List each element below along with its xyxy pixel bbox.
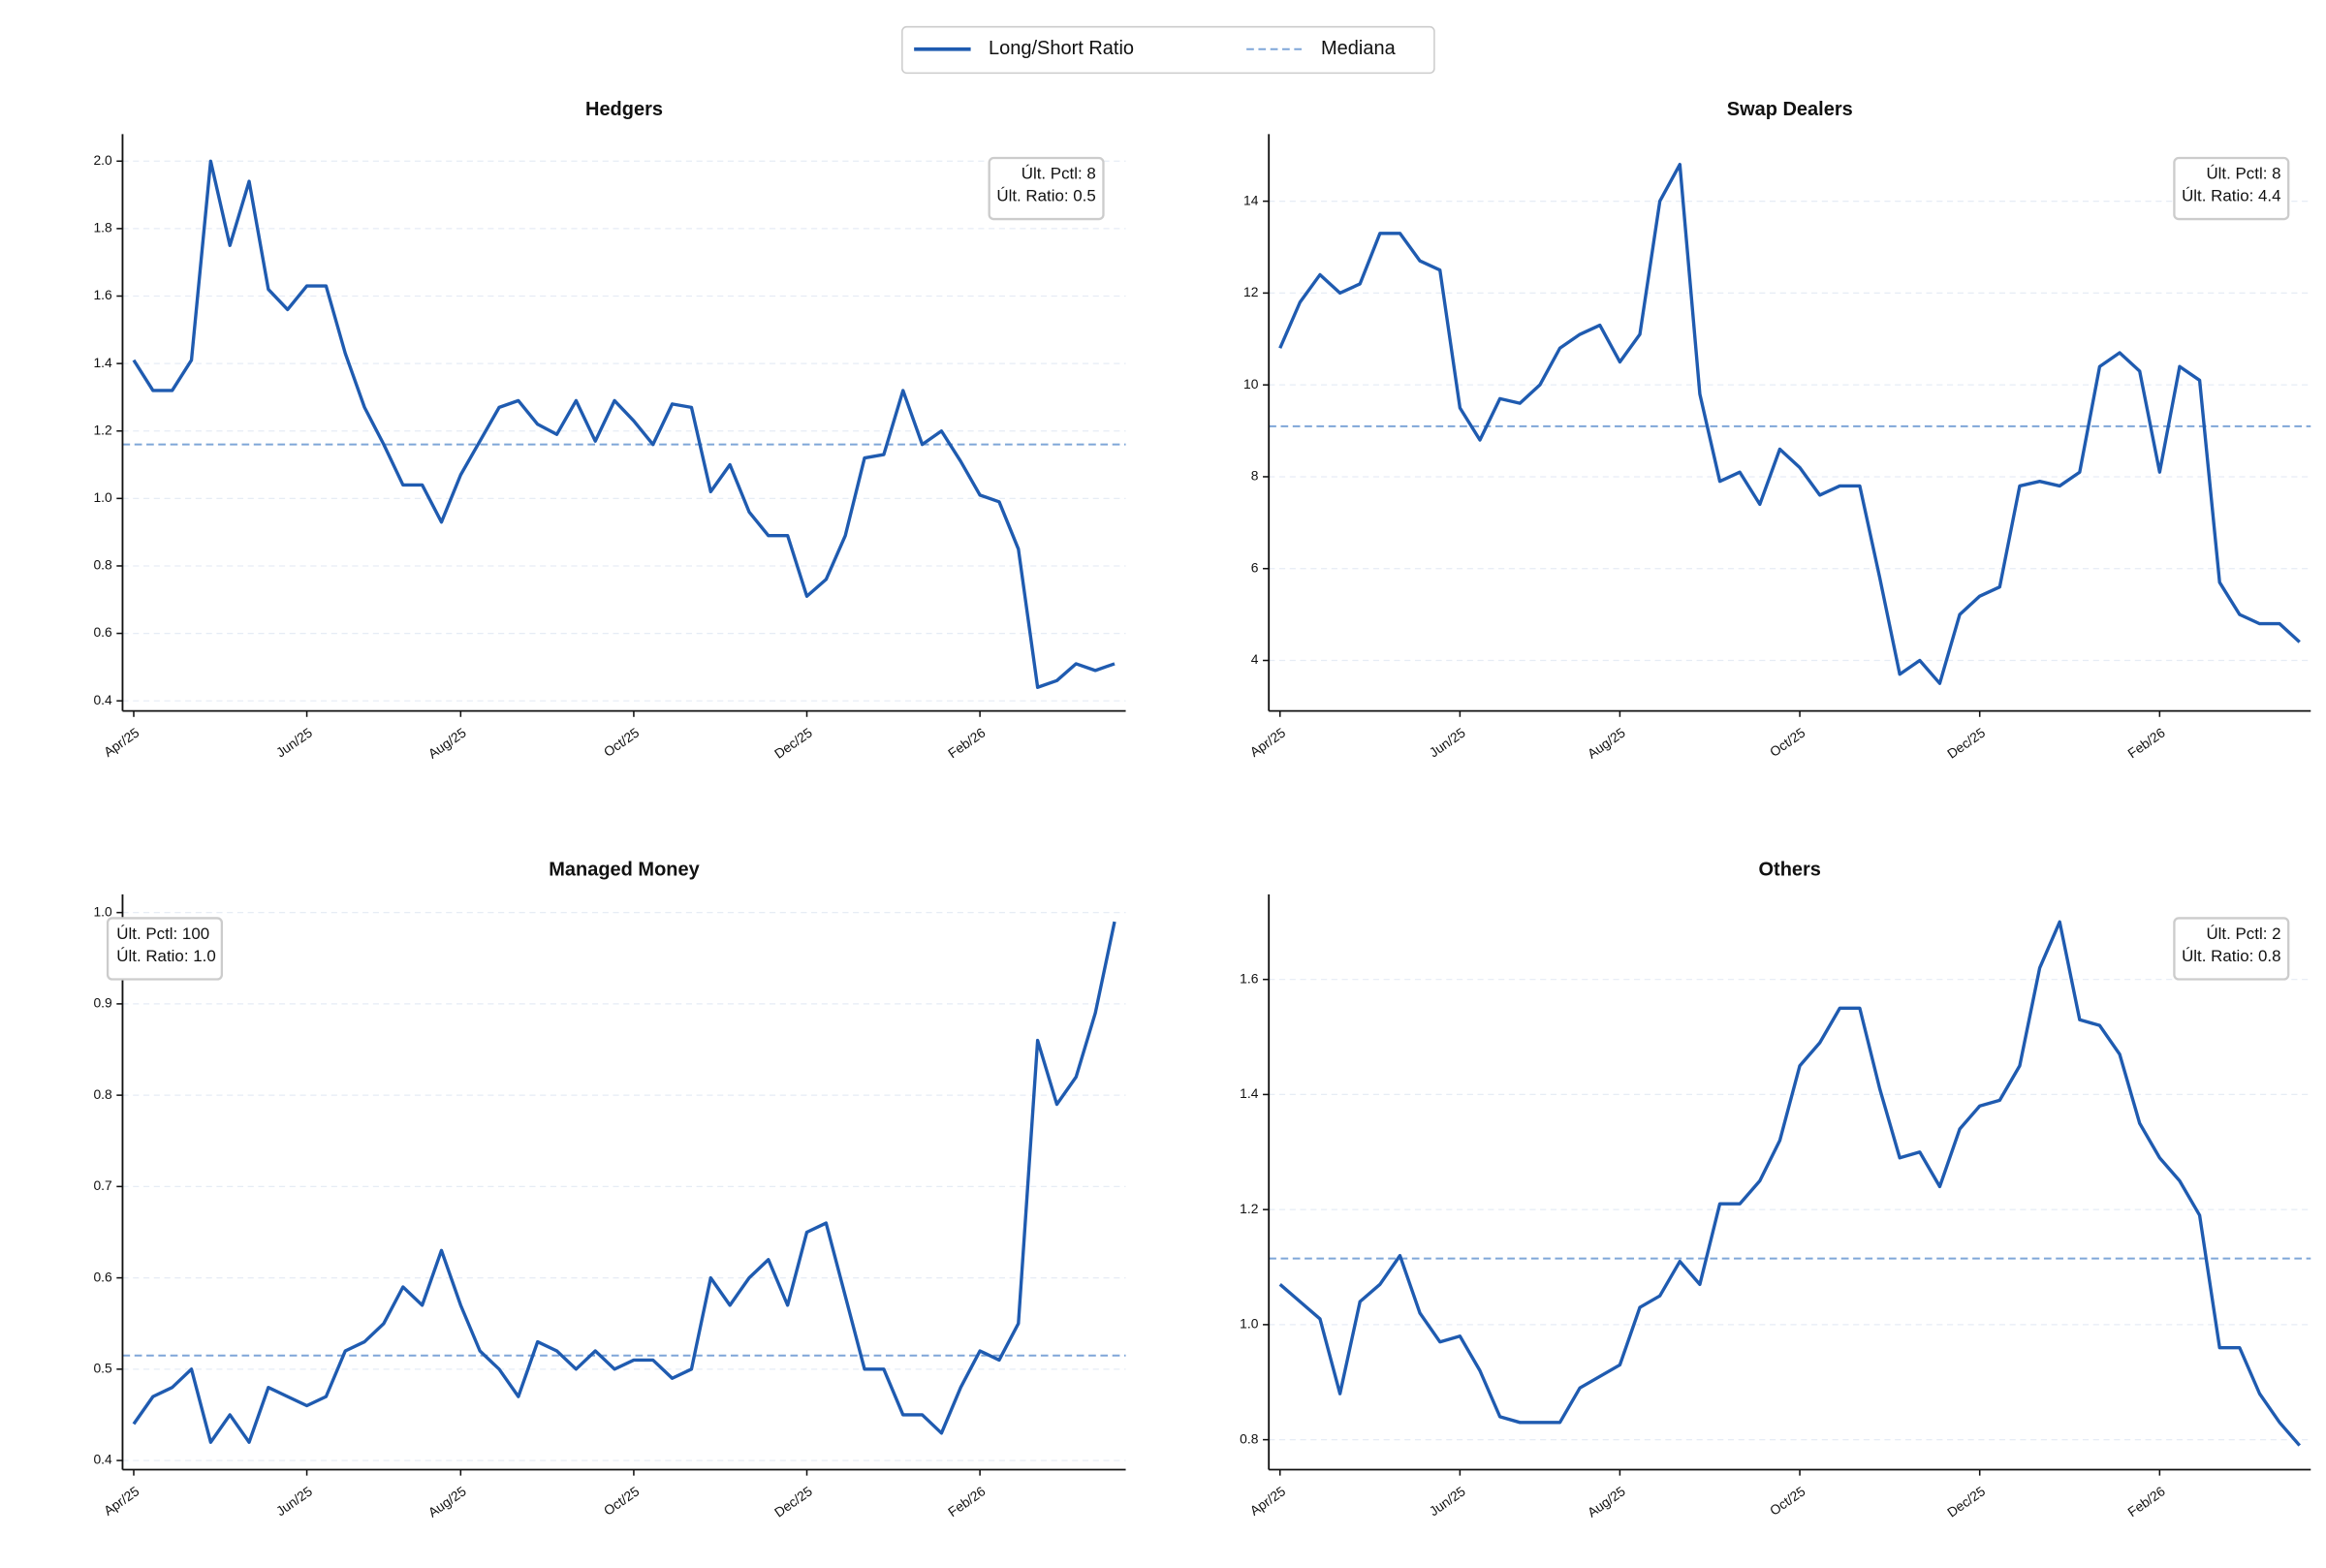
x-tick-label: Oct/25 bbox=[1767, 1483, 1808, 1519]
subplot: Others 0.8 1.0 1.2 1.4 1.6 Apr/25 Jun/25 Aug/25 O… bbox=[1240, 859, 2311, 1521]
x-tick-label: Feb/26 bbox=[945, 724, 989, 761]
y-tick-label: 0.8 bbox=[93, 557, 112, 573]
y-tick-label: 1.0 bbox=[93, 903, 112, 919]
data-line bbox=[1278, 163, 2301, 685]
x-tick-label: Apr/25 bbox=[101, 724, 142, 760]
y-tick-label: 1.8 bbox=[93, 220, 112, 235]
y-tick-label: 8 bbox=[1251, 468, 1259, 484]
subplot-title: Managed Money bbox=[549, 859, 699, 880]
y-tick-label: 4 bbox=[1251, 651, 1259, 667]
subplot-title: Hedgers bbox=[585, 99, 663, 120]
y-tick-label: 1.0 bbox=[93, 489, 112, 505]
legend-label: Long/Short Ratio bbox=[989, 38, 1134, 59]
annotation-text: Últ. Pctl: 8 bbox=[1022, 164, 1096, 182]
y-tick-label: 0.7 bbox=[93, 1177, 111, 1193]
annotation-text: Últ. Ratio: 4.4 bbox=[2182, 186, 2280, 204]
x-tick-label: Apr/25 bbox=[1247, 1483, 1289, 1519]
annotation: Últ. Pctl: 8 Últ. Ratio: 0.5 bbox=[988, 156, 1105, 221]
y-tick-label: 1.6 bbox=[1240, 970, 1259, 986]
subplot-title: Others bbox=[1759, 859, 1821, 880]
y-tick-label: 0.6 bbox=[93, 624, 112, 640]
y-tick-label: 0.8 bbox=[93, 1086, 112, 1102]
x-tick-label: Feb/26 bbox=[2124, 1483, 2168, 1520]
annotation: Últ. Pctl: 2 Últ. Ratio: 0.8 bbox=[2173, 917, 2290, 981]
annotation-text: Últ. Pctl: 100 bbox=[116, 925, 209, 943]
x-tick-label: Oct/25 bbox=[601, 724, 643, 760]
x-tick-label: Jun/25 bbox=[273, 1483, 315, 1519]
annotation-box bbox=[988, 156, 1105, 221]
data-line bbox=[132, 921, 1116, 1444]
subplot: Managed Money 0.4 0.5 0.6 0.7 0.8 0.9 1.0 Apr/25… bbox=[93, 859, 1126, 1521]
x-tick-label: Dec/25 bbox=[771, 1483, 815, 1520]
x-tick-label: Feb/26 bbox=[2124, 724, 2168, 761]
subplot-title: Swap Dealers bbox=[1727, 99, 1853, 120]
legend-label: Mediana bbox=[1321, 38, 1397, 59]
annotation-text: Últ. Ratio: 0.5 bbox=[996, 186, 1095, 204]
x-tick-label: Dec/25 bbox=[1944, 1483, 1988, 1520]
x-tick-label: Aug/25 bbox=[1585, 724, 1628, 761]
y-tick-label: 1.4 bbox=[1240, 1085, 1259, 1101]
y-tick-label: 0.4 bbox=[93, 692, 112, 707]
legend-box bbox=[901, 25, 1435, 75]
annotation-box bbox=[2173, 917, 2290, 981]
x-tick-label: Aug/25 bbox=[425, 724, 469, 761]
x-tick-label: Aug/25 bbox=[1585, 1483, 1628, 1520]
annotation-text: Últ. Pctl: 2 bbox=[2206, 925, 2280, 943]
annotation: Últ. Pctl: 100 Últ. Ratio: 1.0 bbox=[106, 917, 224, 981]
y-tick-label: 6 bbox=[1251, 559, 1259, 575]
x-tick-label: Oct/25 bbox=[1767, 724, 1808, 760]
annotation-box bbox=[2173, 156, 2290, 221]
subplot: Swap Dealers 4 6 8 10 12 14 Apr/25 Jun/25 Aug/25 O… bbox=[1243, 99, 2311, 762]
x-tick-label: Aug/25 bbox=[425, 1483, 469, 1520]
y-tick-label: 12 bbox=[1243, 284, 1258, 299]
x-tick-label: Apr/25 bbox=[1247, 724, 1289, 760]
y-tick-label: 1.0 bbox=[1240, 1316, 1259, 1332]
x-tick-label: Jun/25 bbox=[273, 724, 315, 760]
y-tick-label: 0.6 bbox=[93, 1269, 112, 1284]
x-tick-label: Feb/26 bbox=[945, 1483, 989, 1520]
y-tick-label: 1.2 bbox=[93, 422, 111, 437]
annotation: Últ. Pctl: 8 Últ. Ratio: 4.4 bbox=[2173, 156, 2290, 221]
y-tick-label: 2.0 bbox=[93, 152, 112, 168]
y-tick-label: 10 bbox=[1243, 376, 1259, 392]
y-tick-label: 1.4 bbox=[93, 355, 112, 370]
y-tick-label: 1.6 bbox=[93, 287, 112, 302]
annotation-box bbox=[106, 917, 224, 981]
annotation-text: Últ. Ratio: 0.8 bbox=[2182, 947, 2280, 965]
x-tick-label: Dec/25 bbox=[771, 724, 815, 761]
x-tick-label: Dec/25 bbox=[1944, 724, 1988, 761]
x-tick-label: Oct/25 bbox=[601, 1483, 643, 1519]
annotation-text: Últ. Ratio: 1.0 bbox=[116, 947, 215, 965]
x-tick-label: Apr/25 bbox=[101, 1483, 142, 1519]
data-line bbox=[1278, 920, 2302, 1447]
y-tick-label: 0.8 bbox=[1240, 1430, 1259, 1446]
x-tick-label: Jun/25 bbox=[1427, 1483, 1468, 1519]
data-line bbox=[132, 159, 1116, 689]
annotation-text: Últ. Pctl: 8 bbox=[2206, 164, 2280, 182]
y-tick-label: 0.4 bbox=[93, 1452, 112, 1467]
subplot: Hedgers 0.4 0.6 0.8 1.0 1.2 1.4 1.6 1.8 2.0 Apr/25… bbox=[93, 99, 1126, 762]
y-tick-label: 14 bbox=[1243, 192, 1259, 207]
x-tick-label: Jun/25 bbox=[1427, 724, 1468, 760]
y-tick-label: 0.5 bbox=[93, 1360, 112, 1375]
y-tick-label: 1.2 bbox=[1240, 1201, 1258, 1216]
y-tick-label: 0.9 bbox=[93, 995, 112, 1011]
